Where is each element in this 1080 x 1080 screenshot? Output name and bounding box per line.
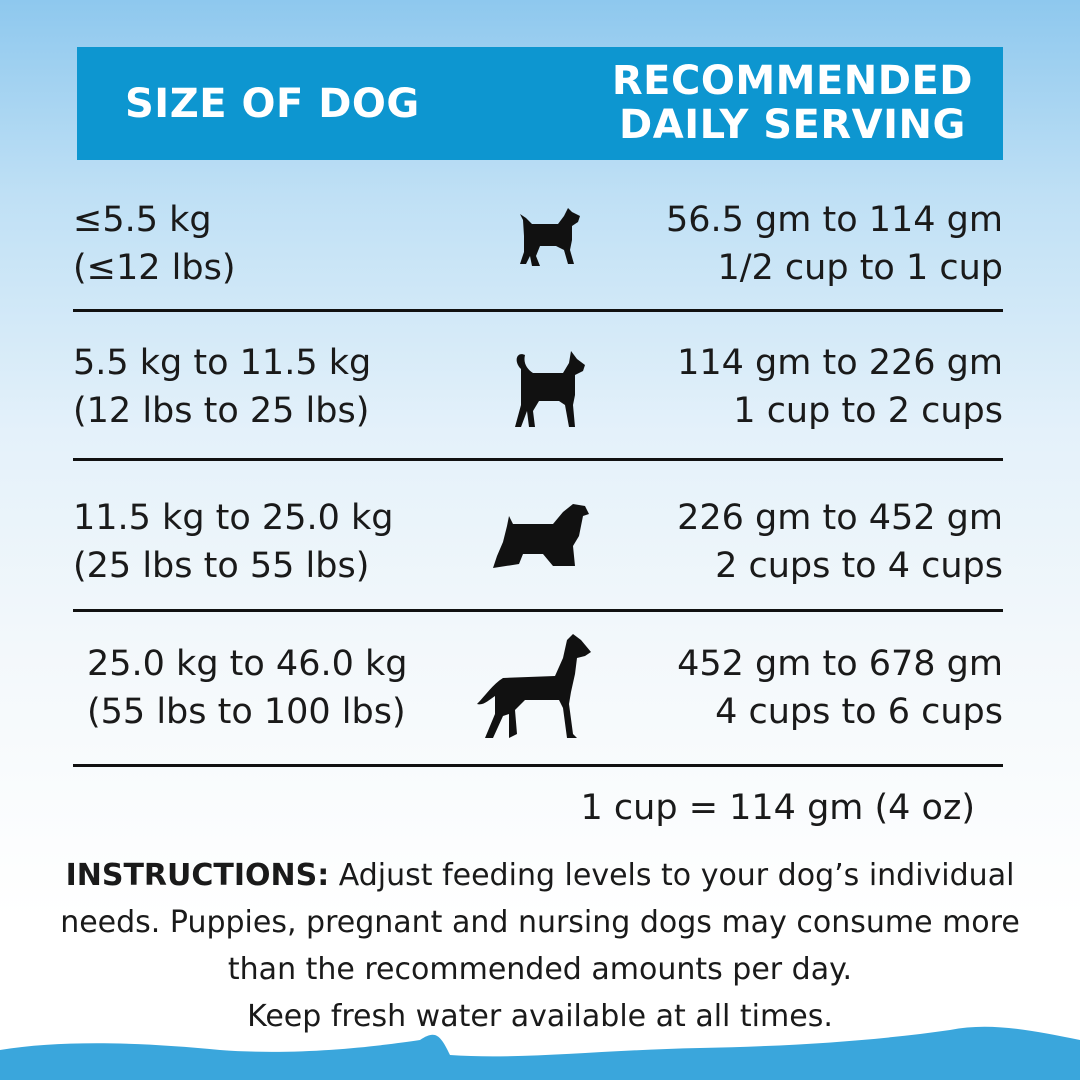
table-row: ≤5.5 kg (≤12 lbs) 56.5 gm to 114 gm 1/2 … (73, 196, 1003, 296)
serving-cups: 2 cups to 4 cups (715, 546, 1003, 586)
weight-lbs: (12 lbs to 25 lbs) (73, 391, 370, 431)
instructions-water: Keep fresh water available at all times. (247, 999, 833, 1034)
instructions: INSTRUCTIONS: Adjust feeding levels to y… (60, 852, 1020, 1040)
serving-cell: 56.5 gm to 114 gm 1/2 cup to 1 cup (666, 196, 1003, 292)
weight-kg: 11.5 kg to 25.0 kg (73, 498, 394, 538)
serving-grams: 56.5 gm to 114 gm (666, 200, 1003, 240)
cup-conversion: 1 cup = 114 gm (4 oz) (580, 788, 975, 828)
serving-grams: 114 gm to 226 gm (677, 343, 1003, 383)
wave-decoration (0, 1026, 1080, 1080)
table-row: 5.5 kg to 11.5 kg (12 lbs to 25 lbs) 114… (73, 339, 1003, 439)
spaniel-dog-icon (493, 504, 589, 568)
serving-grams: 452 gm to 678 gm (677, 644, 1003, 684)
instructions-text: Adjust feeding levels to your dog’s indi… (60, 858, 1020, 987)
serving-cups: 1/2 cup to 1 cup (717, 248, 1003, 288)
instructions-label: INSTRUCTIONS: (65, 858, 330, 893)
weight-kg: 25.0 kg to 46.0 kg (87, 644, 408, 684)
heading-line-2: DAILY SERVING (619, 102, 966, 148)
spitz-dog-icon (515, 351, 585, 427)
table-row: 11.5 kg to 25.0 kg (25 lbs to 55 lbs) 22… (73, 494, 1003, 594)
serving-cups: 4 cups to 6 cups (715, 692, 1003, 732)
daily-serving-heading: RECOMMENDED DAILY SERVING (612, 59, 973, 147)
weight-kg: ≤5.5 kg (73, 200, 212, 240)
weight-lbs: (≤12 lbs) (73, 248, 236, 288)
weight-cell: ≤5.5 kg (≤12 lbs) (73, 196, 235, 292)
weight-lbs: (25 lbs to 55 lbs) (73, 546, 370, 586)
weight-cell: 5.5 kg to 11.5 kg (12 lbs to 25 lbs) (73, 339, 371, 435)
row-divider (73, 764, 1003, 767)
weight-cell: 25.0 kg to 46.0 kg (55 lbs to 100 lbs) (87, 640, 407, 736)
row-divider (73, 609, 1003, 612)
serving-cell: 452 gm to 678 gm 4 cups to 6 cups (677, 640, 1003, 736)
weight-cell: 11.5 kg to 25.0 kg (25 lbs to 55 lbs) (73, 494, 393, 590)
weight-kg: 5.5 kg to 11.5 kg (73, 343, 372, 383)
row-divider (73, 309, 1003, 312)
heading-line-1: RECOMMENDED (611, 58, 973, 104)
table-header: SIZE OF DOG RECOMMENDED DAILY SERVING (77, 47, 1003, 160)
size-of-dog-heading: SIZE OF DOG (125, 81, 420, 127)
serving-cell: 114 gm to 226 gm 1 cup to 2 cups (677, 339, 1003, 435)
serving-grams: 226 gm to 452 gm (677, 498, 1003, 538)
serving-cups: 1 cup to 2 cups (733, 391, 1003, 431)
great-dane-dog-icon (477, 634, 591, 738)
small-terrier-dog-icon (520, 208, 580, 266)
weight-lbs: (55 lbs to 100 lbs) (87, 692, 406, 732)
serving-cell: 226 gm to 452 gm 2 cups to 4 cups (677, 494, 1003, 590)
table-row: 25.0 kg to 46.0 kg (55 lbs to 100 lbs) 4… (73, 634, 1003, 750)
row-divider (73, 458, 1003, 461)
